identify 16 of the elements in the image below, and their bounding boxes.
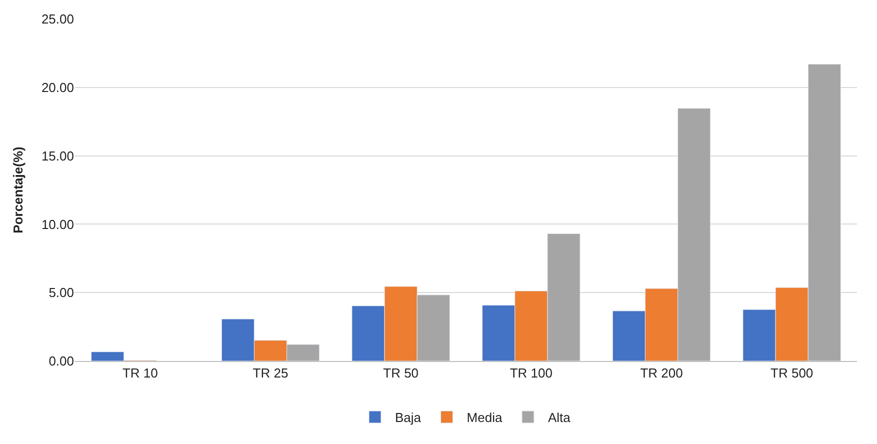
x-tick-label: TR 200 [640,366,683,381]
y-tick-label: 0.00 [48,354,74,369]
x-tick-label: TR 100 [510,366,552,381]
legend-label: Media [466,410,503,426]
x-tick-label: TR 10 [122,366,158,381]
x-tick-label: TR 25 [252,366,288,381]
legend-label: Alta [548,410,572,426]
x-tick-label: TR 50 [383,366,419,381]
legend-label: Baja [395,410,422,426]
y-tick-label: 15.00 [41,148,74,164]
y-tick-label: 5.00 [48,285,74,300]
y-tick-label: 20.00 [41,80,74,95]
x-tick-label: TR 500 [770,366,814,381]
y-tick-label: 10.00 [41,216,74,232]
y-axis-title: Porcentaje(%) [10,146,26,234]
y-tick-label: 25.00 [41,12,74,27]
